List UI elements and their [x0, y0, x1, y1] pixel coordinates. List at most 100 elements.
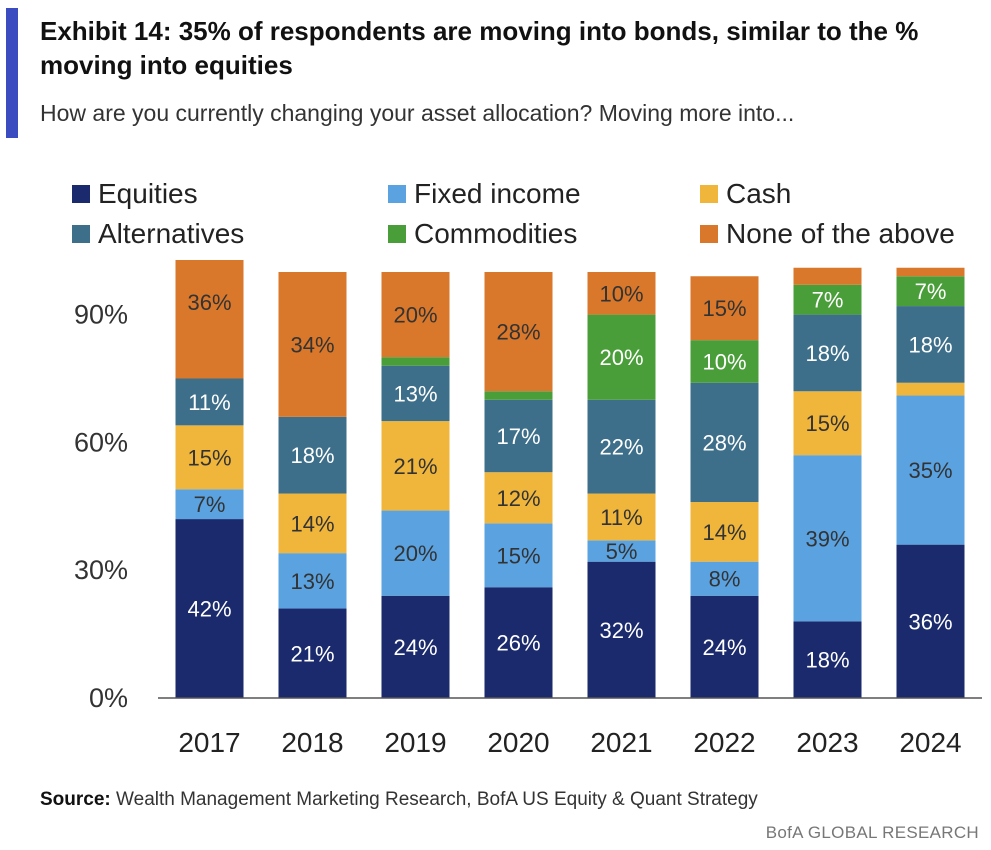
bar-segment-alternatives — [484, 399, 553, 473]
legend-item-none-of-the-above: None of the above — [700, 218, 955, 250]
data-label: 24% — [702, 635, 746, 660]
legend-swatch — [72, 225, 90, 243]
bar-segment-equities — [896, 544, 965, 698]
data-label: 7% — [812, 288, 844, 313]
legend-swatch — [388, 185, 406, 203]
data-label: 36% — [908, 609, 952, 634]
bar-segment-none-of-the-above — [175, 260, 244, 379]
bar-segment-equities — [484, 587, 553, 698]
bar-segment-cash — [175, 425, 244, 490]
bar-segment-commodities — [793, 284, 862, 315]
data-label: 21% — [290, 641, 334, 666]
data-label: 15% — [187, 445, 231, 470]
bar-segment-fixed-income — [484, 523, 553, 588]
bar-segment-alternatives — [690, 382, 759, 503]
data-label: 18% — [805, 648, 849, 673]
data-label: 32% — [599, 618, 643, 643]
legend-swatch — [388, 225, 406, 243]
data-label: 20% — [393, 303, 437, 328]
data-label: 11% — [600, 505, 642, 530]
data-label: 20% — [393, 541, 437, 566]
bar-segment-cash — [381, 421, 450, 511]
x-tick-label: 2021 — [590, 727, 652, 758]
x-tick-label: 2024 — [899, 727, 961, 758]
x-tick-label: 2019 — [384, 727, 446, 758]
bar-segment-commodities — [587, 314, 656, 400]
bar-segment-equities — [587, 561, 656, 698]
legend-item-equities: Equities — [72, 178, 198, 210]
legend-item-commodities: Commodities — [388, 218, 577, 250]
bar-segment-cash — [896, 382, 965, 396]
data-label: 18% — [805, 341, 849, 366]
legend-swatch — [72, 185, 90, 203]
legend-label: None of the above — [726, 218, 955, 249]
legend-swatch — [700, 225, 718, 243]
legend-item-cash: Cash — [700, 178, 791, 210]
bar-segment-fixed-income — [690, 561, 759, 596]
data-label: 35% — [908, 458, 952, 483]
bar-segment-fixed-income — [793, 455, 862, 622]
data-label: 11% — [188, 390, 230, 415]
data-label: 39% — [805, 526, 849, 551]
legend-label: Equities — [98, 178, 198, 209]
data-label: 28% — [496, 320, 540, 345]
data-label: 7% — [915, 279, 947, 304]
bar-segment-cash — [587, 493, 656, 541]
bar-segment-equities — [278, 608, 347, 698]
y-tick-label: 60% — [74, 427, 128, 457]
legend-label: Commodities — [414, 218, 578, 249]
bar-segment-alternatives — [896, 306, 965, 383]
stacked-bar-chart: 0% 30% 60% 90% 42% 7% 15% 11% 36% 2017 21% 13% 14% 18… — [74, 260, 982, 758]
data-label: 18% — [908, 332, 952, 357]
data-label: 14% — [702, 520, 746, 545]
bar-segment-cash — [278, 493, 347, 554]
x-tick-label: 2023 — [796, 727, 858, 758]
data-label: 22% — [599, 435, 643, 460]
data-label: 13% — [290, 569, 334, 594]
data-label: 10% — [599, 281, 643, 306]
bar-segment-fixed-income — [381, 510, 450, 596]
source-label: Source: — [40, 789, 111, 810]
bar-segment-alternatives — [175, 378, 244, 426]
chart-title: Exhibit 14: 35% of respondents are movin… — [40, 16, 919, 80]
bar-segment-cash — [690, 502, 759, 562]
bar-segment-cash — [484, 472, 553, 524]
data-label: 34% — [290, 332, 334, 357]
bar-segment-commodities — [690, 340, 759, 383]
bar-segment-none-of-the-above — [484, 272, 553, 392]
bar-segment-equities — [175, 519, 244, 698]
bar-segment-commodities — [484, 391, 553, 400]
source-text: Wealth Management Marketing Research, Bo… — [116, 789, 758, 810]
bar-segment-alternatives — [793, 314, 862, 392]
bar-segment-fixed-income — [896, 395, 965, 545]
bar-segment-alternatives — [278, 416, 347, 494]
data-label: 24% — [393, 635, 437, 660]
data-label: 15% — [496, 543, 540, 568]
y-tick-label: 30% — [74, 555, 128, 585]
chart-subtitle: How are you currently changing your asse… — [40, 100, 795, 126]
data-label: 15% — [702, 296, 746, 321]
x-tick-label: 2020 — [487, 727, 549, 758]
chart-legend: Equities Fixed income Cash Alternatives Comm… — [72, 178, 982, 262]
data-label: 7% — [194, 492, 226, 517]
data-label: 28% — [702, 430, 746, 455]
bar-segment-equities — [381, 595, 450, 698]
legend-item-alternatives: Alternatives — [72, 218, 244, 250]
data-label: 36% — [187, 290, 231, 315]
bar-segment-fixed-income — [587, 540, 656, 562]
y-tick-label: 90% — [74, 300, 128, 330]
accent-bar — [6, 8, 18, 138]
source-note: Source: Wealth Management Marketing Rese… — [40, 789, 758, 811]
legend-item-fixed-income: Fixed income — [388, 178, 581, 210]
legend-swatch — [700, 185, 718, 203]
data-label: 14% — [290, 511, 334, 536]
x-tick-label: 2017 — [178, 727, 240, 758]
legend-label: Cash — [726, 178, 792, 209]
bar-segment-none-of-the-above — [793, 267, 862, 285]
data-label: 15% — [805, 411, 849, 436]
data-label: 5% — [606, 539, 638, 564]
data-label: 8% — [709, 567, 741, 592]
data-label: 18% — [290, 443, 334, 468]
legend-label: Alternatives — [98, 218, 245, 249]
bar-segment-equities — [690, 595, 759, 698]
